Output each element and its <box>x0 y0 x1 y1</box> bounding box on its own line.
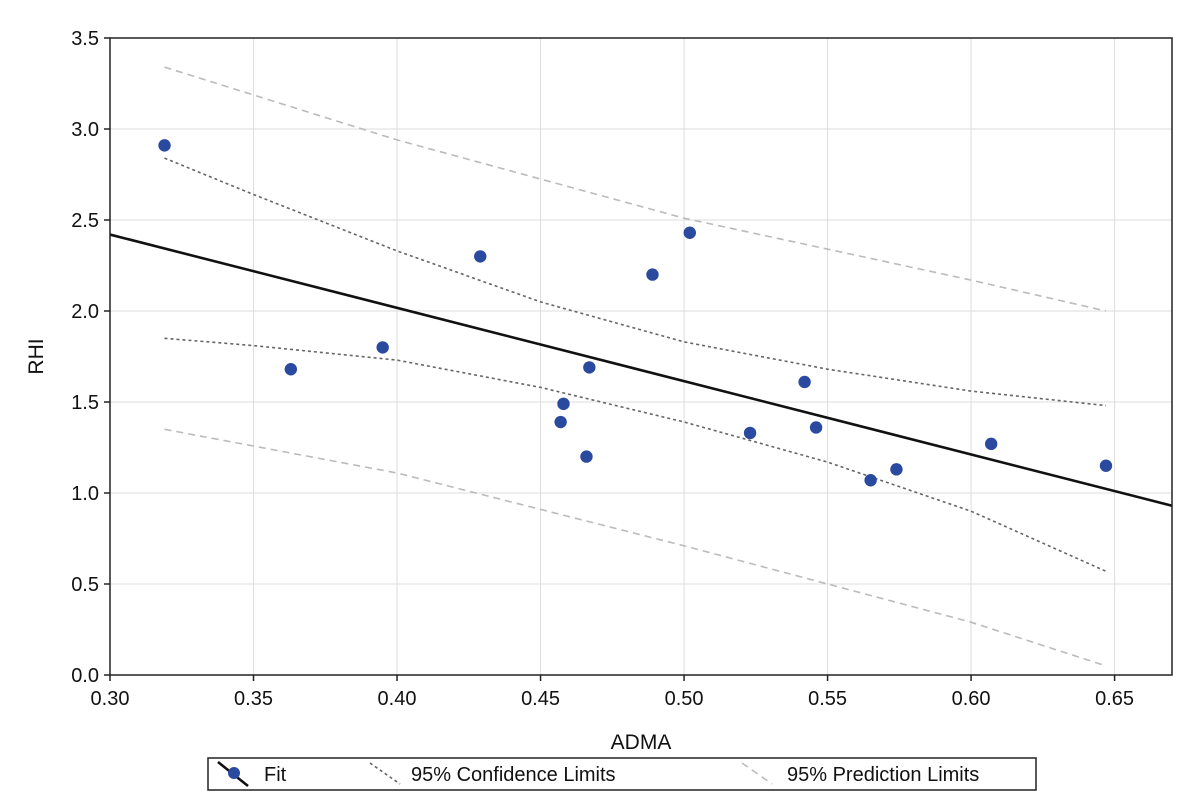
y-tick-label: 2.5 <box>71 210 99 232</box>
data-point <box>864 474 877 487</box>
legend: Fit 95% Confidence Limits 95% Prediction… <box>207 757 1037 791</box>
x-tick-label: 0.45 <box>521 688 560 710</box>
data-point <box>158 139 171 152</box>
legend-prediction-swatch <box>741 762 773 785</box>
data-point <box>890 463 903 476</box>
data-point <box>1099 459 1113 472</box>
legend-confidence-line <box>369 762 401 785</box>
x-axis-title: ADMA <box>611 731 672 754</box>
prediction-upper-line <box>164 66 1107 312</box>
prediction-lower-line <box>164 428 1107 667</box>
data-point <box>580 450 593 463</box>
legend-fit-swatch <box>217 760 249 788</box>
x-tick-label: 0.65 <box>1095 688 1134 710</box>
legend-confidence-swatch <box>369 762 401 785</box>
fit-line <box>109 233 1173 507</box>
data-point <box>743 426 757 440</box>
x-tick-label: 0.35 <box>234 688 273 710</box>
data-point <box>798 375 811 389</box>
data-point <box>557 397 570 411</box>
data-point <box>554 415 567 429</box>
grid-lines <box>109 37 1172 676</box>
data-points <box>158 139 1113 487</box>
confidence-upper-line <box>164 157 1107 407</box>
y-tick-label: 3.5 <box>71 28 99 50</box>
x-tick-label: 0.55 <box>808 688 847 710</box>
prediction-limits <box>164 66 1107 667</box>
legend-fit-point <box>228 767 240 779</box>
legend-prediction-label: 95% Prediction Limits <box>787 764 979 786</box>
y-tick-label: 1.0 <box>71 483 99 505</box>
x-tick-label: 0.60 <box>952 688 991 710</box>
data-point <box>583 361 596 374</box>
legend-confidence-label: 95% Confidence Limits <box>411 764 616 786</box>
x-tick-label: 0.50 <box>665 688 704 710</box>
y-tick-label: 2.0 <box>71 301 99 323</box>
x-axis-ticks: 0.30 0.35 0.40 0.45 0.50 0.55 0.60 0.65 <box>91 675 1134 710</box>
plot-frame <box>109 37 1173 676</box>
confidence-limits <box>164 157 1107 573</box>
data-point <box>683 226 696 239</box>
y-tick-label: 0.5 <box>71 574 99 596</box>
legend-prediction-line <box>741 762 773 785</box>
data-point <box>474 250 487 263</box>
data-point <box>809 421 823 434</box>
y-tick-label: 1.5 <box>71 392 99 414</box>
data-point <box>376 341 389 354</box>
y-tick-label: 3.0 <box>71 119 99 141</box>
y-axis-ticks: 0.0 0.5 1.0 1.5 2.0 2.5 3.0 3.5 <box>71 28 110 687</box>
x-tick-label: 0.40 <box>378 688 417 710</box>
y-axis-title: RHI <box>25 338 48 374</box>
fit-line-group <box>109 233 1173 507</box>
confidence-lower-line <box>164 337 1107 573</box>
data-point <box>284 363 298 376</box>
legend-fit-label: Fit <box>264 764 287 786</box>
data-point <box>646 268 659 281</box>
y-tick-label: 0.0 <box>71 665 99 687</box>
data-point <box>984 437 998 451</box>
legend-box <box>207 757 1037 791</box>
x-tick-label: 0.30 <box>91 688 130 710</box>
